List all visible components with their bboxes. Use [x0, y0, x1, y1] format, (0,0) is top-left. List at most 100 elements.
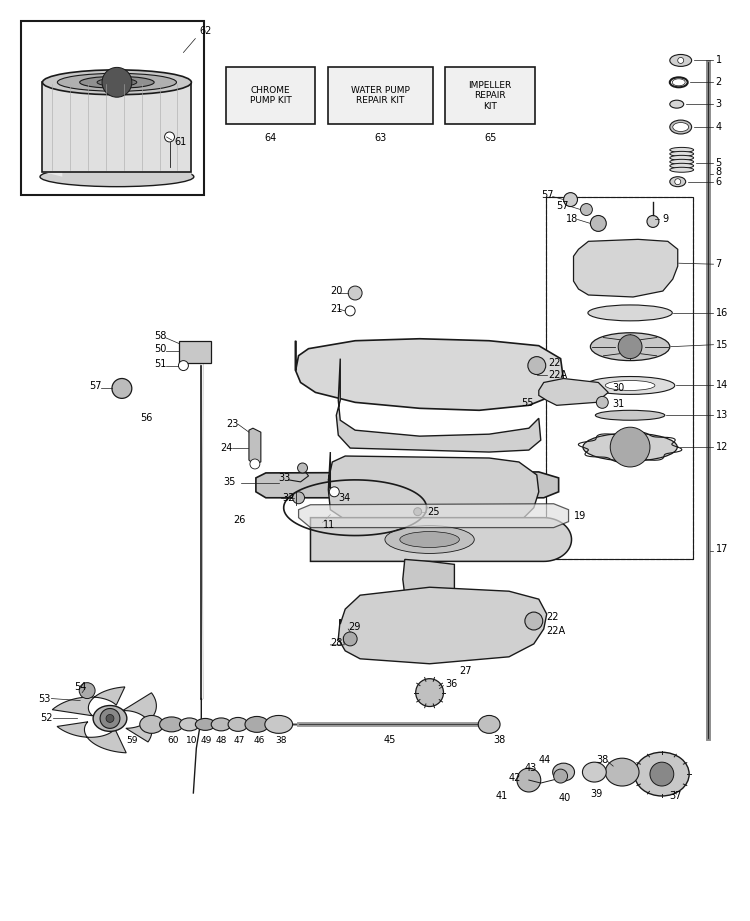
Text: 40: 40 — [559, 793, 571, 803]
Text: 39: 39 — [590, 789, 603, 799]
Polygon shape — [172, 82, 191, 177]
Text: 62: 62 — [200, 26, 211, 36]
Circle shape — [590, 216, 606, 231]
Ellipse shape — [228, 717, 248, 731]
Text: 26: 26 — [233, 515, 245, 525]
Ellipse shape — [43, 70, 191, 95]
Bar — [328, 67, 433, 124]
Circle shape — [178, 361, 188, 370]
Ellipse shape — [265, 716, 292, 733]
Circle shape — [250, 459, 259, 469]
Text: 5: 5 — [716, 157, 722, 168]
Ellipse shape — [583, 433, 677, 461]
Ellipse shape — [57, 74, 176, 91]
Ellipse shape — [400, 531, 459, 547]
Circle shape — [102, 67, 132, 98]
Text: 64: 64 — [265, 133, 277, 143]
Text: 52: 52 — [40, 714, 53, 723]
Bar — [226, 67, 316, 124]
Text: 54: 54 — [74, 682, 86, 692]
Circle shape — [525, 612, 543, 630]
Bar — [446, 67, 535, 124]
Text: 51: 51 — [154, 358, 166, 368]
Ellipse shape — [596, 410, 664, 420]
Ellipse shape — [605, 380, 655, 391]
Circle shape — [106, 715, 114, 722]
Ellipse shape — [673, 122, 688, 132]
Text: 23: 23 — [226, 419, 239, 429]
Text: 60: 60 — [168, 736, 179, 745]
Circle shape — [416, 679, 443, 706]
Ellipse shape — [553, 764, 574, 781]
Circle shape — [348, 286, 362, 300]
Text: 35: 35 — [224, 477, 236, 487]
Polygon shape — [403, 559, 454, 644]
Text: 34: 34 — [338, 493, 350, 503]
Ellipse shape — [93, 705, 127, 731]
Text: 22: 22 — [547, 612, 560, 622]
Ellipse shape — [211, 718, 231, 731]
Polygon shape — [298, 504, 568, 528]
Ellipse shape — [80, 76, 154, 88]
Circle shape — [164, 132, 175, 142]
Text: 28: 28 — [330, 638, 343, 647]
Text: 31: 31 — [612, 400, 625, 409]
Text: 43: 43 — [525, 764, 537, 773]
Circle shape — [528, 356, 546, 375]
Text: 22A: 22A — [547, 626, 566, 636]
Text: 6: 6 — [716, 177, 722, 187]
Ellipse shape — [97, 78, 136, 87]
Text: 44: 44 — [538, 755, 551, 765]
Circle shape — [596, 396, 608, 408]
Ellipse shape — [670, 159, 694, 164]
Bar — [43, 82, 191, 171]
Bar — [546, 196, 693, 559]
Polygon shape — [574, 239, 678, 297]
Text: 15: 15 — [716, 340, 728, 350]
Polygon shape — [57, 722, 126, 752]
Text: 19: 19 — [574, 510, 586, 520]
Ellipse shape — [40, 167, 194, 187]
Text: 21: 21 — [330, 304, 343, 314]
Ellipse shape — [588, 305, 672, 321]
Polygon shape — [296, 339, 563, 410]
Ellipse shape — [670, 156, 694, 160]
Text: 65: 65 — [484, 133, 496, 143]
Polygon shape — [122, 693, 157, 742]
Text: 53: 53 — [38, 694, 50, 704]
Text: 20: 20 — [330, 286, 343, 296]
Polygon shape — [256, 472, 559, 497]
Circle shape — [618, 334, 642, 358]
Ellipse shape — [590, 332, 670, 361]
Ellipse shape — [385, 526, 474, 554]
Text: 8: 8 — [716, 167, 722, 177]
Text: 48: 48 — [215, 736, 226, 745]
Circle shape — [112, 379, 132, 399]
Polygon shape — [328, 452, 538, 521]
Circle shape — [563, 192, 578, 206]
Text: 22: 22 — [549, 357, 561, 367]
Ellipse shape — [670, 163, 694, 169]
Text: 63: 63 — [374, 133, 386, 143]
Circle shape — [100, 708, 120, 729]
Text: 49: 49 — [200, 736, 212, 745]
Circle shape — [80, 682, 95, 698]
Circle shape — [678, 57, 684, 64]
Ellipse shape — [670, 151, 694, 157]
Ellipse shape — [140, 716, 164, 733]
Text: 13: 13 — [716, 410, 728, 420]
Ellipse shape — [670, 147, 694, 152]
Text: 37: 37 — [670, 791, 682, 801]
Text: 1: 1 — [716, 55, 722, 65]
Ellipse shape — [634, 752, 689, 796]
Circle shape — [298, 463, 307, 472]
Polygon shape — [338, 588, 547, 664]
Text: 57: 57 — [556, 201, 568, 211]
Text: 36: 36 — [446, 679, 458, 689]
Polygon shape — [538, 379, 608, 405]
Text: 24: 24 — [220, 443, 233, 453]
Text: 42: 42 — [509, 773, 521, 783]
Text: 12: 12 — [716, 442, 728, 452]
Polygon shape — [310, 518, 572, 562]
Ellipse shape — [672, 79, 686, 86]
